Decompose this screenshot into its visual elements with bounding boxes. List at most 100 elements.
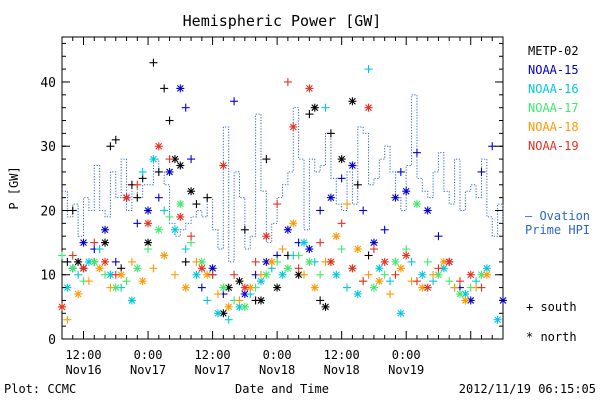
data-point-noaa-15-16 bbox=[230, 97, 239, 106]
data-point-noaa-19-36 bbox=[423, 283, 432, 292]
data-point-noaa-15-41 bbox=[488, 142, 497, 151]
data-point-noaa-18-34 bbox=[418, 283, 427, 292]
x-tick-label-time: 0:00 bbox=[392, 348, 421, 362]
data-point-noaa-18-1 bbox=[63, 315, 72, 324]
data-point-noaa-19-18 bbox=[251, 257, 260, 266]
data-point-noaa-16-25 bbox=[332, 270, 341, 279]
data-point-noaa-15-4 bbox=[111, 257, 120, 266]
data-point-noaa-15-1 bbox=[79, 238, 88, 247]
data-point-noaa-19-17 bbox=[240, 283, 249, 292]
data-point-noaa-17-17 bbox=[240, 302, 249, 311]
data-point-noaa-17-8 bbox=[144, 245, 153, 254]
data-point-noaa-18-10 bbox=[160, 251, 169, 260]
data-point-noaa-15-34 bbox=[412, 148, 421, 157]
data-point-noaa-15-12 bbox=[187, 155, 196, 164]
data-point-noaa-17-19 bbox=[262, 270, 271, 279]
data-point-metp-02-29 bbox=[256, 296, 265, 305]
legend-item-noaa-15: NOAA-15 bbox=[528, 63, 579, 77]
data-point-noaa-17-3 bbox=[90, 257, 99, 266]
x-tick-label-date: Nov17 bbox=[195, 363, 231, 377]
data-point-noaa-19-32 bbox=[380, 257, 389, 266]
data-point-noaa-16-12 bbox=[192, 270, 201, 279]
data-point-noaa-17-37 bbox=[455, 290, 464, 299]
data-point-noaa-19-38 bbox=[445, 257, 454, 266]
data-point-noaa-17-1 bbox=[68, 264, 77, 273]
data-point-noaa-19-40 bbox=[466, 270, 475, 279]
data-point-noaa-19-5 bbox=[111, 270, 120, 279]
data-point-noaa-17-4 bbox=[101, 270, 110, 279]
data-point-noaa-19-25 bbox=[316, 238, 325, 247]
data-point-noaa-16-32 bbox=[407, 257, 416, 266]
data-point-noaa-18-14 bbox=[203, 270, 212, 279]
data-point-noaa-18-15 bbox=[213, 290, 222, 299]
data-point-noaa-16-27 bbox=[353, 290, 362, 299]
data-point-noaa-16-22 bbox=[300, 238, 309, 247]
data-point-noaa-19-24 bbox=[305, 84, 314, 93]
data-point-metp-02-27 bbox=[240, 225, 249, 234]
data-point-noaa-17-34 bbox=[423, 257, 432, 266]
data-point-metp-02-15 bbox=[160, 84, 169, 93]
data-point-metp-02-18 bbox=[176, 161, 185, 170]
data-point-noaa-18-40 bbox=[482, 270, 491, 279]
data-point-noaa-18-38 bbox=[461, 296, 470, 305]
data-point-noaa-15-31 bbox=[391, 193, 400, 202]
data-point-noaa-16-30 bbox=[386, 277, 395, 286]
x-tick-label-date: Nov17 bbox=[130, 363, 166, 377]
data-point-noaa-19-15 bbox=[219, 161, 228, 170]
ovation-hpi-line bbox=[62, 94, 504, 263]
data-point-noaa-18-19 bbox=[256, 270, 265, 279]
data-point-noaa-18-27 bbox=[343, 200, 352, 209]
legend-item-noaa-16: NOAA-16 bbox=[528, 82, 579, 96]
data-point-noaa-18-12 bbox=[181, 283, 190, 292]
marker-legend-south: + south bbox=[526, 300, 577, 314]
ovation-series bbox=[62, 94, 504, 263]
data-point-noaa-15-13 bbox=[197, 283, 206, 292]
data-point-noaa-18-21 bbox=[278, 245, 287, 254]
data-point-noaa-15-8 bbox=[154, 193, 163, 202]
data-point-noaa-15-27 bbox=[348, 161, 357, 170]
data-point-noaa-16-15 bbox=[224, 315, 233, 324]
data-point-metp-02-2 bbox=[74, 257, 83, 266]
data-point-metp-02-1 bbox=[68, 206, 77, 215]
data-point-noaa-15-26 bbox=[337, 174, 346, 183]
data-point-noaa-18-3 bbox=[84, 277, 93, 286]
data-point-noaa-18-28 bbox=[353, 245, 362, 254]
data-point-noaa-19-27 bbox=[337, 219, 346, 228]
data-point-noaa-17-9 bbox=[154, 225, 163, 234]
data-point-metp-02-24 bbox=[219, 309, 228, 318]
data-point-noaa-18-35 bbox=[429, 270, 438, 279]
data-point-noaa-19-3 bbox=[90, 238, 99, 247]
legend: METP-02 NOAA-15 NOAA-16 NOAA-17 NOAA-18 NOAA-… bbox=[528, 44, 579, 153]
legend-item-metp-02: METP-02 bbox=[528, 44, 579, 58]
data-point-noaa-18-8 bbox=[138, 277, 147, 286]
data-point-noaa-15-24 bbox=[316, 206, 325, 215]
data-point-noaa-19-6 bbox=[122, 193, 131, 202]
data-point-metp-02-38 bbox=[326, 129, 335, 138]
data-point-noaa-19-10 bbox=[165, 155, 174, 164]
data-point-metp-02-35 bbox=[310, 103, 319, 112]
chart-title: Hemispheric Power [GW] bbox=[183, 12, 382, 30]
data-point-noaa-19-34 bbox=[402, 251, 411, 260]
plot-frame bbox=[61, 36, 504, 340]
data-point-noaa-19-35 bbox=[412, 277, 421, 286]
data-point-noaa-15-6 bbox=[133, 219, 142, 228]
data-point-noaa-16-24 bbox=[321, 103, 330, 112]
marker-legend-north: * north bbox=[526, 330, 577, 344]
data-point-noaa-19-16 bbox=[230, 270, 239, 279]
data-point-noaa-15-23 bbox=[305, 245, 314, 254]
x-tick-label-date: Nov18 bbox=[259, 363, 295, 377]
data-point-noaa-19-4 bbox=[101, 257, 110, 266]
data-point-noaa-15-35 bbox=[423, 206, 432, 215]
data-point-noaa-15-11 bbox=[181, 103, 190, 112]
legend-item-noaa-17: NOAA-17 bbox=[528, 101, 579, 115]
data-point-noaa-17-0 bbox=[58, 251, 66, 260]
data-point-metp-02-16 bbox=[165, 116, 174, 125]
data-point-noaa-19-19 bbox=[262, 232, 271, 241]
data-point-noaa-15-32 bbox=[396, 167, 405, 176]
data-point-noaa-19-7 bbox=[133, 180, 142, 189]
data-point-noaa-18-13 bbox=[192, 257, 201, 266]
data-point-noaa-17-26 bbox=[337, 245, 346, 254]
data-point-metp-02-10 bbox=[133, 193, 142, 202]
data-point-noaa-15-9 bbox=[165, 167, 174, 176]
data-point-noaa-18-16 bbox=[224, 302, 233, 311]
